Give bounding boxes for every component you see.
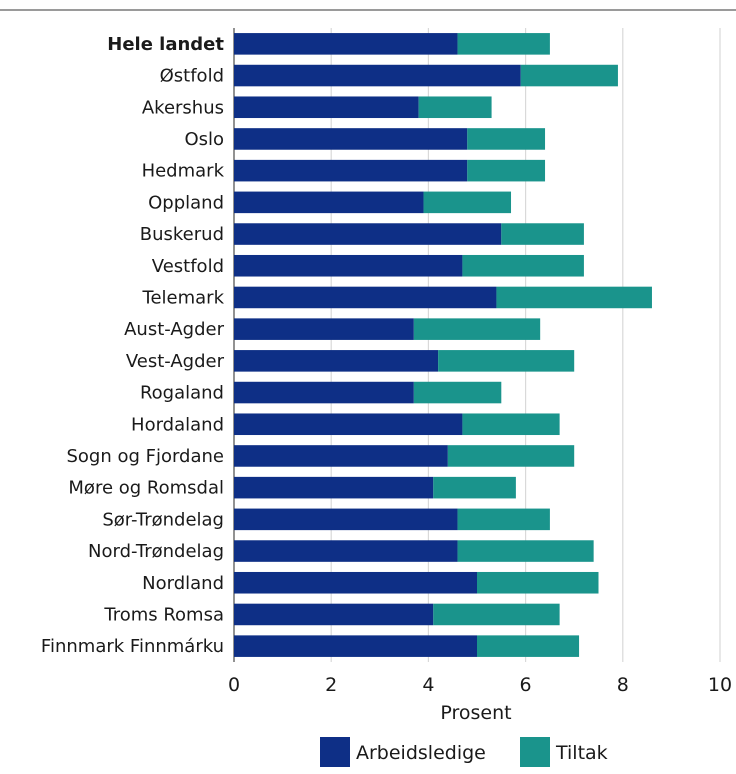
bar-tiltak bbox=[438, 350, 575, 372]
bar-arbeidsledige bbox=[234, 571, 477, 594]
category-label: Sør-Trøndelag bbox=[102, 509, 224, 530]
category-label: Akershus bbox=[142, 97, 224, 118]
bar-tiltak bbox=[433, 603, 560, 626]
bar-arbeidsledige bbox=[234, 96, 419, 119]
bars bbox=[234, 33, 652, 657]
bar-arbeidsledige bbox=[234, 508, 458, 531]
x-tick-label: 0 bbox=[228, 674, 240, 696]
bar-tiltak bbox=[447, 445, 575, 467]
category-label: Vestfold bbox=[152, 256, 224, 277]
category-label: Oppland bbox=[148, 192, 224, 213]
category-label: Vest-Agder bbox=[126, 351, 225, 372]
bar-arbeidsledige bbox=[234, 445, 448, 467]
category-label: Hedmark bbox=[142, 161, 225, 182]
bar-tiltak bbox=[462, 254, 584, 277]
legend: Arbeidsledige Tiltak bbox=[320, 737, 608, 767]
x-tick-label: 8 bbox=[617, 674, 629, 696]
bar-arbeidsledige bbox=[234, 635, 477, 657]
bar-tiltak bbox=[457, 33, 550, 55]
category-label: Møre og Romsdal bbox=[68, 478, 224, 499]
bar-tiltak bbox=[477, 635, 580, 657]
category-label: Sogn og Fjordane bbox=[66, 446, 224, 467]
bar-tiltak bbox=[467, 159, 546, 182]
x-tick-label: 2 bbox=[325, 674, 337, 696]
bar-arbeidsledige bbox=[234, 254, 463, 277]
category-label: Oslo bbox=[184, 129, 224, 150]
bar-arbeidsledige bbox=[234, 33, 458, 55]
bar-tiltak bbox=[477, 571, 599, 594]
bar-tiltak bbox=[496, 286, 652, 309]
legend-label-tiltak: Tiltak bbox=[555, 742, 608, 764]
category-label: Østfold bbox=[160, 66, 224, 87]
bar-arbeidsledige bbox=[234, 159, 468, 182]
category-label: Hele landet bbox=[107, 34, 224, 55]
bar-arbeidsledige bbox=[234, 413, 463, 436]
category-label: Finnmark Finnmárku bbox=[41, 636, 224, 657]
category-label: Hordaland bbox=[131, 414, 224, 435]
category-label: Aust-Agder bbox=[124, 319, 224, 340]
bar-arbeidsledige bbox=[234, 191, 424, 214]
bar-tiltak bbox=[433, 476, 516, 499]
bar-tiltak bbox=[520, 64, 618, 87]
bar-tiltak bbox=[457, 540, 594, 562]
x-tick-label: 4 bbox=[422, 674, 434, 696]
bar-tiltak bbox=[457, 508, 550, 531]
category-label: Nord-Trøndelag bbox=[88, 541, 224, 562]
category-labels: Hele landet Østfold Akershus Oslo Hedmark Opp… bbox=[41, 34, 225, 657]
category-label: Buskerud bbox=[140, 224, 224, 245]
legend-swatch-arbeidsledige bbox=[320, 737, 350, 767]
bar-tiltak bbox=[423, 191, 512, 214]
x-tick-labels: 0 2 4 6 8 10 bbox=[228, 674, 732, 696]
bar-tiltak bbox=[501, 223, 584, 245]
category-label: Rogaland bbox=[140, 383, 224, 404]
bar-arbeidsledige bbox=[234, 223, 502, 245]
category-label: Nordland bbox=[142, 573, 224, 594]
category-label: Troms Romsa bbox=[103, 604, 224, 625]
bar-tiltak bbox=[467, 128, 546, 150]
x-tick-label: 10 bbox=[708, 674, 732, 696]
legend-swatch-tiltak bbox=[520, 737, 550, 767]
category-label: Telemark bbox=[142, 287, 225, 308]
bar-tiltak bbox=[413, 318, 541, 340]
bar-arbeidsledige bbox=[234, 128, 468, 150]
bar-arbeidsledige bbox=[234, 381, 414, 404]
bar-arbeidsledige bbox=[234, 318, 414, 340]
bar-tiltak bbox=[462, 413, 560, 436]
bar-arbeidsledige bbox=[234, 540, 458, 562]
gridlines bbox=[233, 28, 721, 662]
legend-label-arbeidsledige: Arbeidsledige bbox=[356, 742, 486, 764]
bar-arbeidsledige bbox=[234, 286, 497, 309]
bar-arbeidsledige bbox=[234, 350, 439, 372]
bar-arbeidsledige bbox=[234, 64, 521, 87]
x-axis-title: Prosent bbox=[440, 702, 511, 724]
bar-tiltak bbox=[418, 96, 492, 119]
bar-tiltak bbox=[413, 381, 502, 404]
bar-arbeidsledige bbox=[234, 476, 434, 499]
bar-arbeidsledige bbox=[234, 603, 434, 626]
x-tick-label: 6 bbox=[520, 674, 532, 696]
